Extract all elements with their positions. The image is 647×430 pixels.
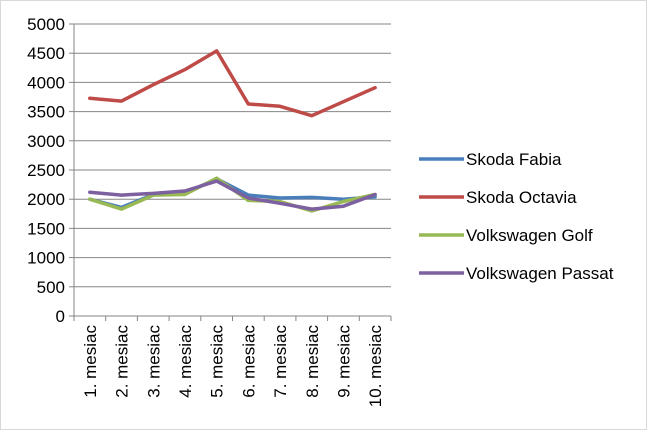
axes (69, 23, 392, 321)
y-tick-label: 4000 (27, 73, 65, 92)
y-tick-label: 500 (37, 278, 65, 297)
series-line-volkswagen-passat (88, 179, 377, 211)
y-tick-label: 3000 (27, 132, 65, 151)
legend-item: Volkswagen Passat (419, 264, 614, 283)
series-line-skoda-octavia (88, 49, 377, 118)
series-lines (88, 49, 377, 213)
x-tick-label: 3. mesiac (144, 325, 163, 398)
y-axis-tick-labels: 0 500 1000 1500 2000 2500 3000 3500 4000 4500 5000 (27, 15, 65, 326)
y-tick-label: 0 (56, 307, 65, 326)
legend-item: Volkswagen Golf (419, 226, 593, 245)
x-tick-label: 4. mesiac (176, 325, 195, 398)
gridlines (74, 23, 391, 288)
x-axis-tick-labels: 1. mesiac 2. mesiac 3. mesiac 4. mesiac 5. m… (81, 325, 385, 408)
legend-label: Volkswagen Passat (466, 264, 614, 283)
legend-label: Skoda Octavia (466, 188, 577, 207)
x-tick-label: 9. mesiac (334, 325, 353, 398)
legend: Skoda Fabia Skoda Octavia Volkswagen Golf V… (419, 150, 614, 283)
legend-item: Skoda Fabia (419, 150, 562, 169)
x-tick-label: 6. mesiac (239, 325, 258, 398)
x-tick-label: 7. mesiac (271, 325, 290, 398)
x-tick-label: 5. mesiac (208, 325, 227, 398)
y-tick-label: 2500 (27, 161, 65, 180)
y-tick-label: 5000 (27, 15, 65, 34)
legend-label: Skoda Fabia (466, 150, 562, 169)
y-tick-label: 2000 (27, 190, 65, 209)
x-tick-label: 10. mesiac (366, 325, 385, 408)
y-tick-label: 3500 (27, 103, 65, 122)
legend-item: Skoda Octavia (419, 188, 577, 207)
legend-label: Volkswagen Golf (466, 226, 593, 245)
y-tick-label: 4500 (27, 44, 65, 63)
y-tick-label: 1000 (27, 249, 65, 268)
x-tick-label: 2. mesiac (113, 325, 132, 398)
y-tick-label: 1500 (27, 219, 65, 238)
x-tick-label: 1. mesiac (81, 325, 100, 398)
x-tick-label: 8. mesiac (303, 325, 322, 398)
